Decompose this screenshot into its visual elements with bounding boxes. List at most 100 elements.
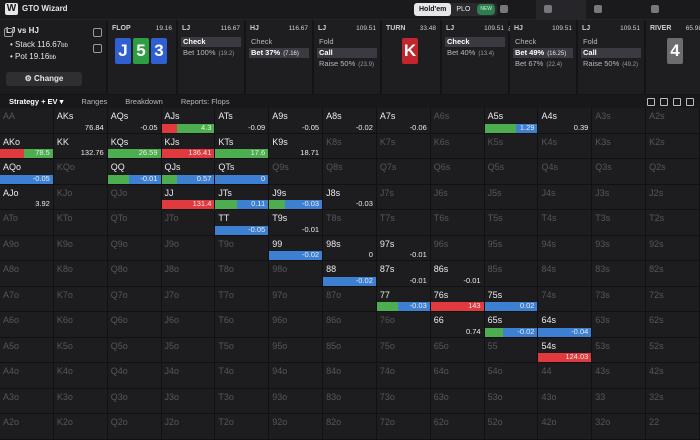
hand-cell[interactable]: 52o	[484, 414, 539, 440]
action[interactable]: Raise 50% (23.9)	[317, 59, 377, 69]
hand-cell[interactable]: QTs 0	[215, 159, 270, 185]
hand-cell[interactable]: AA	[0, 108, 54, 134]
hand-cell[interactable]: A8s -0.02	[323, 108, 377, 134]
hand-cell[interactable]: QJs 0.57	[161, 159, 216, 185]
hand-cell[interactable]: T8s	[323, 210, 377, 236]
action[interactable]: Fold	[581, 37, 641, 47]
player-panel[interactable]: HJ 109.51 Check Bet 49% (16.25) Bet 67% (22.4)	[510, 20, 576, 94]
hand-cell[interactable]: JTs 0.11	[215, 184, 270, 211]
hand-cell[interactable]: 93o	[269, 388, 324, 415]
hand-cell[interactable]: Q6o	[107, 312, 162, 338]
nav-item[interactable]: Play	[492, 0, 536, 33]
hand-cell[interactable]: 32s	[646, 388, 700, 415]
hand-cell[interactable]: A3s	[592, 108, 647, 134]
hand-cell[interactable]: J9s -0.03	[269, 184, 324, 211]
hand-cell[interactable]: A6o	[0, 312, 54, 338]
hand-cell[interactable]: 88 -0.02	[323, 261, 377, 287]
hand-cell[interactable]: A9o	[0, 235, 54, 262]
hand-cell[interactable]: 33	[592, 388, 647, 415]
hand-cell[interactable]: QJo	[107, 184, 162, 211]
hand-cell[interactable]: 84o	[323, 363, 377, 389]
hand-cell[interactable]: 43s	[592, 363, 647, 389]
hand-cell[interactable]: T4s	[538, 210, 593, 236]
hand-cell[interactable]: J6o	[161, 312, 216, 338]
hand-cell[interactable]: KTo	[53, 210, 108, 236]
hand-cell[interactable]: Q6s	[430, 159, 485, 185]
hand-cell[interactable]: T4o	[215, 363, 270, 389]
hand-cell[interactable]: T6o	[215, 312, 270, 338]
hand-cell[interactable]: A6s	[430, 108, 485, 134]
hand-cell[interactable]: ATo	[0, 210, 54, 236]
hand-cell[interactable]: 82s	[646, 261, 700, 287]
view-icon[interactable]	[647, 98, 655, 106]
hand-cell[interactable]: 87s -0.01	[376, 261, 431, 287]
hand-cell[interactable]: A9s -0.05	[269, 108, 324, 134]
hand-cell[interactable]: 75s 0.02	[484, 286, 539, 313]
hand-cell[interactable]: K3s	[592, 133, 647, 160]
hand-cell[interactable]: 74o	[376, 363, 431, 389]
hand-cell[interactable]: T2s	[646, 210, 700, 236]
hand-cell[interactable]: J3s	[592, 184, 647, 211]
hand-cell[interactable]: T8o	[215, 261, 270, 287]
hand-cell[interactable]: J7o	[161, 286, 216, 313]
hand-cell[interactable]: A7o	[0, 286, 54, 313]
hand-cell[interactable]: 62s	[646, 312, 700, 338]
hand-cell[interactable]: Q8o	[107, 261, 162, 287]
hand-cell[interactable]: 82o	[323, 414, 377, 440]
hand-cell[interactable]: Q8s	[323, 159, 377, 185]
action[interactable]: Bet 49% (16.25)	[513, 48, 573, 58]
nav-item[interactable]: Study	[535, 0, 587, 33]
player-panel[interactable]: HJ 116.67 Check Bet 37% (7.16)	[246, 20, 312, 94]
hand-cell[interactable]: Q4s	[538, 159, 593, 185]
hand-cell[interactable]: 74s	[538, 286, 593, 313]
hand-cell[interactable]: 42o	[538, 414, 593, 440]
hand-cell[interactable]: 98s 0	[323, 235, 377, 262]
hand-cell[interactable]: T9o	[215, 235, 270, 262]
hand-cell[interactable]: KQs 26.59	[107, 133, 162, 160]
hand-cell[interactable]: 65o	[430, 337, 485, 364]
tab[interactable]: Strategy + EV ▾	[9, 97, 64, 106]
hand-cell[interactable]: Q2s	[646, 159, 700, 185]
hand-cell[interactable]: 76s 143	[430, 286, 485, 313]
hand-cell[interactable]: 97o	[269, 286, 324, 313]
hand-cell[interactable]: 84s	[538, 261, 593, 287]
hand-cell[interactable]: TT -0.05	[215, 210, 270, 236]
hand-cell[interactable]: K8s	[323, 133, 377, 160]
hand-cell[interactable]: AQo -0.05	[0, 159, 54, 185]
tab[interactable]: Breakdown	[125, 97, 163, 106]
hand-cell[interactable]: AKs 76.84	[53, 108, 108, 134]
hand-cell[interactable]: 64o	[430, 363, 485, 389]
hand-cell[interactable]: J9o	[161, 235, 216, 262]
hand-cell[interactable]: 73s	[592, 286, 647, 313]
hand-cell[interactable]: T6s	[430, 210, 485, 236]
hand-cell[interactable]: 93s	[592, 235, 647, 262]
hand-cell[interactable]: JTo	[161, 210, 216, 236]
action[interactable]: Fold	[317, 37, 377, 47]
hand-cell[interactable]: 63s	[592, 312, 647, 338]
hand-cell[interactable]: 54s 124.03	[538, 337, 593, 364]
hand-cell[interactable]: 72o	[376, 414, 431, 440]
action[interactable]: Bet 40% (13.4)	[445, 48, 505, 58]
action[interactable]: Check	[513, 37, 573, 47]
tab[interactable]: Reports: Flops	[180, 97, 230, 106]
hand-cell[interactable]: 53o	[484, 388, 539, 415]
history-icon[interactable]	[4, 28, 13, 37]
hand-cell[interactable]: 55	[484, 337, 539, 364]
hand-cell[interactable]: 63o	[430, 388, 485, 415]
street-panel[interactable]: FLOP 19.16 J 5 3	[108, 20, 176, 94]
hand-cell[interactable]: T7o	[215, 286, 270, 313]
hand-cell[interactable]: 77 -0.03	[376, 286, 431, 313]
hand-cell[interactable]: 32o	[592, 414, 647, 440]
hand-cell[interactable]: 72s	[646, 286, 700, 313]
hand-cell[interactable]: 83o	[323, 388, 377, 415]
hand-cell[interactable]: J8o	[161, 261, 216, 287]
toggle-holdem[interactable]: Hold'em	[414, 3, 452, 16]
hand-cell[interactable]: A4s 0.39	[538, 108, 593, 134]
hand-cell[interactable]: T9s -0.01	[269, 210, 324, 236]
hand-cell[interactable]: 95s	[484, 235, 539, 262]
hand-cell[interactable]: T5o	[215, 337, 270, 364]
hand-cell[interactable]: 66 0.74	[430, 312, 485, 338]
hand-cell[interactable]: K4s	[538, 133, 593, 160]
hand-cell[interactable]: AJo 3.92	[0, 184, 54, 211]
hand-cell[interactable]: 86s -0.01	[430, 261, 485, 287]
